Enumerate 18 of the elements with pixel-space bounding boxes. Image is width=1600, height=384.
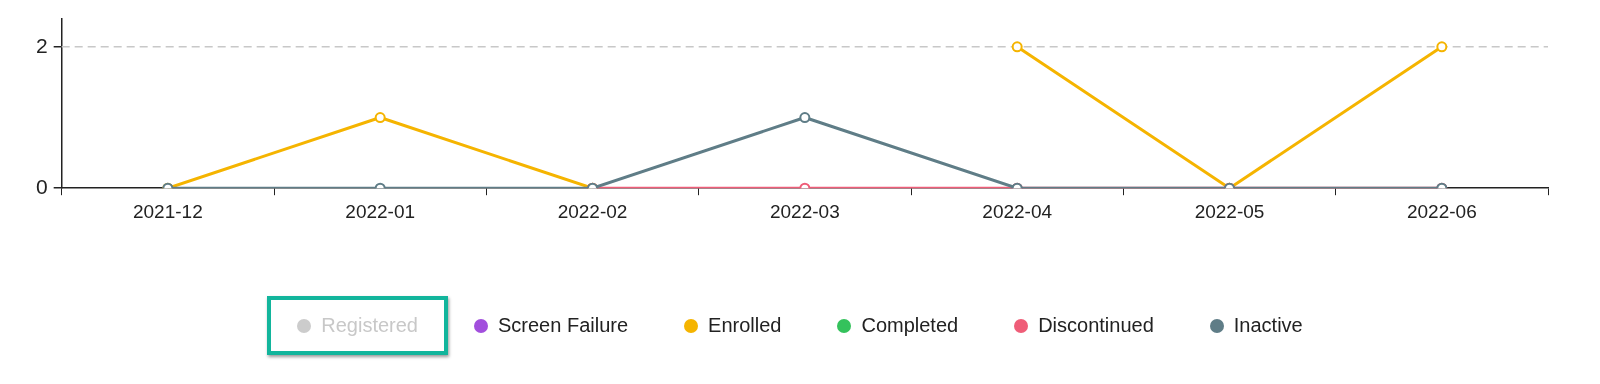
- legend-label: Inactive: [1233, 314, 1303, 337]
- x-tick-label: 2022-05: [1194, 200, 1265, 222]
- point: [1011, 41, 1023, 53]
- point: [1436, 41, 1448, 53]
- x-tick-label: 2021-12: [132, 200, 203, 222]
- legend-label: Screen Failure: [497, 314, 629, 337]
- legend-label: Enrolled: [708, 314, 782, 337]
- x-tick-label: 2022-04: [982, 200, 1053, 222]
- point: [799, 112, 811, 124]
- legend-label: Completed: [861, 314, 959, 337]
- x-tick-label: 2022-03: [769, 200, 840, 222]
- x-tick-label: 2022-02: [557, 200, 628, 222]
- y-tick-label: 0: [35, 175, 48, 198]
- legend-label: Discontinued: [1038, 314, 1154, 337]
- x-tick-label: 2022-06: [1406, 200, 1477, 222]
- x-tick-label: 2022-01: [345, 200, 416, 222]
- y-tick-label: 2: [35, 33, 48, 57]
- point: [374, 112, 386, 124]
